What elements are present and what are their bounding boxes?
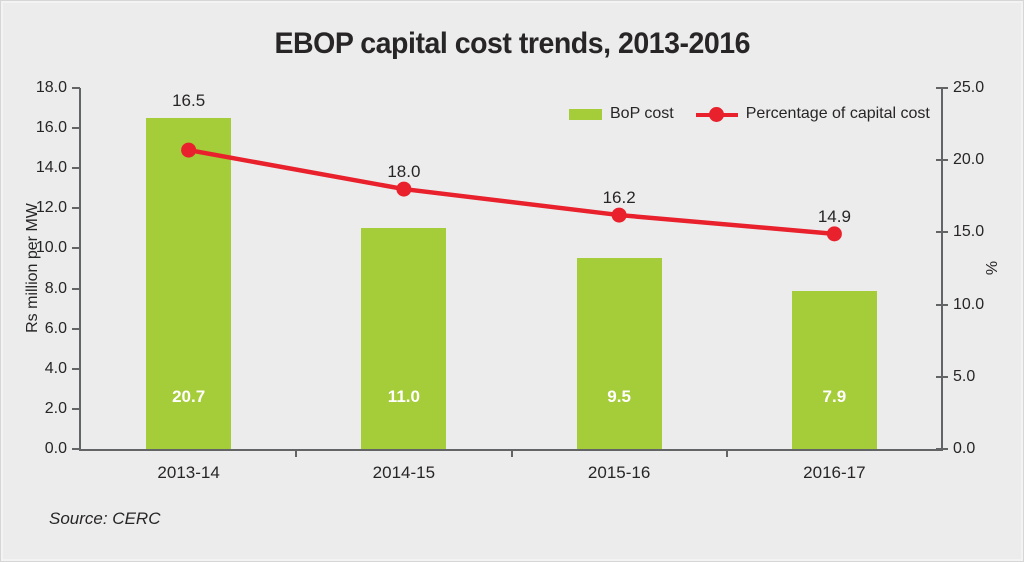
left-axis-tick xyxy=(72,448,80,450)
bar-2016-17 xyxy=(791,290,877,449)
bar-2014-15 xyxy=(361,228,447,449)
legend-label-percentage: Percentage of capital cost xyxy=(745,105,930,122)
right-axis-tick xyxy=(936,303,948,306)
bar-swatch-icon xyxy=(569,108,602,120)
legend-item-percentage: Percentage of capital cost xyxy=(695,105,930,123)
left-axis-tick xyxy=(72,207,80,210)
x-axis-label: 2014-15 xyxy=(372,463,436,482)
left-axis-tick-label: 4.0 xyxy=(44,359,67,377)
left-axis-tick xyxy=(72,127,80,130)
above-value-label: 16.5 xyxy=(172,91,206,111)
above-value-label: 18.0 xyxy=(387,162,421,182)
right-axis-tick-label: 20.0 xyxy=(953,151,985,169)
left-axis-tick-label: 2.0 xyxy=(44,399,67,417)
above-value-label: 16.2 xyxy=(602,188,636,208)
left-axis-tick xyxy=(72,367,80,370)
in-bar-value-label: 20.7 xyxy=(172,387,206,406)
above-value-label: 14.9 xyxy=(817,206,851,226)
left-axis-tick xyxy=(72,87,80,89)
right-axis-tick-label: 25.0 xyxy=(953,79,985,96)
right-axis-tick-label: 15.0 xyxy=(953,223,985,241)
x-axis-label: 2015-16 xyxy=(587,463,651,482)
right-axis-tick-label: 5.0 xyxy=(953,367,976,385)
line-data-point xyxy=(181,142,197,158)
x-axis-tick xyxy=(725,450,728,457)
left-axis-tick-label: 10.0 xyxy=(35,239,67,257)
in-bar-value-label: 9.5 xyxy=(607,387,631,406)
right-axis-line xyxy=(941,88,943,451)
left-axis-tick-label: 0.0 xyxy=(44,440,67,457)
left-axis-line xyxy=(79,88,81,451)
legend-label-bop-cost: BoP cost xyxy=(610,105,674,122)
line-dot-marker-icon xyxy=(695,106,738,122)
left-axis-tick-label: 14.0 xyxy=(35,159,67,177)
left-axis-tick xyxy=(72,247,80,250)
right-axis-tick xyxy=(936,375,948,378)
x-axis-tick xyxy=(295,450,298,457)
legend: BoP cost Percentage of capital cost xyxy=(569,105,930,123)
right-axis-tick xyxy=(936,448,948,450)
in-bar-value-label: 11.0 xyxy=(387,387,420,406)
in-bar-value-label: 7.9 xyxy=(822,387,847,406)
left-axis-tick xyxy=(72,167,80,170)
right-axis-tick xyxy=(936,159,948,162)
legend-item-bop-cost: BoP cost xyxy=(569,105,674,123)
x-axis-tick xyxy=(510,450,513,457)
source-note: Source: CERC xyxy=(49,509,161,528)
line-data-point xyxy=(396,181,412,197)
line-data-point xyxy=(826,226,842,242)
right-axis-tick-label: 0.0 xyxy=(953,440,976,457)
right-axis-tick xyxy=(936,87,948,89)
left-axis-tick-label: 18.0 xyxy=(35,79,67,96)
right-axis-tick-label: 10.0 xyxy=(953,295,985,313)
left-axis-tick xyxy=(72,327,80,330)
chart-title: EBOP capital cost trends, 2013-2016 xyxy=(274,27,750,60)
left-axis-tick-label: 8.0 xyxy=(44,279,67,297)
left-axis-tick-label: 16.0 xyxy=(35,119,67,137)
left-axis-tick xyxy=(72,407,80,410)
left-axis-tick-label: 6.0 xyxy=(44,319,67,337)
x-axis-label: 2013-14 xyxy=(157,463,220,482)
bar-2015-16 xyxy=(576,258,662,449)
left-axis-tick-label: 12.0 xyxy=(35,199,67,217)
bar-2013-14 xyxy=(146,118,232,449)
x-axis-label: 2016-17 xyxy=(803,463,866,482)
left-axis-tick xyxy=(72,287,80,290)
right-axis-tick xyxy=(936,231,948,234)
line-data-point xyxy=(611,207,627,223)
